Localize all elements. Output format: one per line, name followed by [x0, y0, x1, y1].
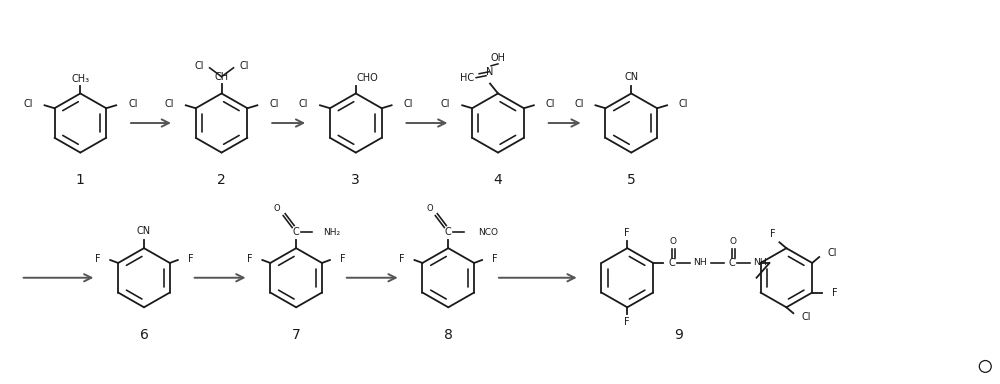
Text: 1: 1 — [76, 173, 85, 187]
Text: O: O — [274, 204, 281, 213]
Text: 6: 6 — [140, 328, 148, 342]
Text: 9: 9 — [675, 328, 683, 342]
Text: HC: HC — [460, 73, 474, 83]
Text: NH: NH — [753, 258, 766, 268]
Text: 8: 8 — [444, 328, 453, 342]
Text: Cl: Cl — [679, 99, 688, 109]
Text: Cl: Cl — [299, 99, 308, 109]
Text: Cl: Cl — [404, 99, 413, 109]
Text: Cl: Cl — [827, 248, 837, 258]
Text: F: F — [624, 317, 630, 327]
Text: NH: NH — [693, 258, 707, 268]
Text: NCO: NCO — [478, 228, 498, 237]
Text: F: F — [95, 254, 100, 264]
Text: O: O — [426, 204, 433, 213]
Text: CH: CH — [214, 72, 229, 82]
Text: 2: 2 — [217, 173, 226, 187]
Text: F: F — [399, 254, 405, 264]
Text: C: C — [728, 258, 735, 268]
Text: CN: CN — [137, 227, 151, 237]
Text: Cl: Cl — [802, 312, 811, 322]
Text: CH₃: CH₃ — [71, 74, 89, 84]
Text: F: F — [770, 229, 775, 239]
Text: 3: 3 — [351, 173, 360, 187]
Text: Cl: Cl — [164, 99, 174, 109]
Text: F: F — [832, 288, 838, 298]
Text: 5: 5 — [627, 173, 636, 187]
Text: Cl: Cl — [269, 99, 279, 109]
Text: Cl: Cl — [128, 99, 138, 109]
Text: NH₂: NH₂ — [323, 228, 340, 237]
Text: Cl: Cl — [239, 61, 249, 71]
Text: F: F — [492, 254, 498, 264]
Text: F: F — [624, 228, 630, 238]
Text: Cl: Cl — [194, 61, 204, 71]
Text: C: C — [293, 227, 300, 237]
Text: O: O — [670, 237, 677, 246]
Text: F: F — [247, 254, 252, 264]
Text: N: N — [486, 67, 494, 77]
Text: C: C — [669, 258, 675, 268]
Text: Cl: Cl — [441, 99, 450, 109]
Text: F: F — [340, 254, 346, 264]
Text: 7: 7 — [292, 328, 301, 342]
Text: Cl: Cl — [23, 99, 33, 109]
Text: Cl: Cl — [546, 99, 555, 109]
Text: O: O — [729, 237, 736, 246]
Text: CN: CN — [624, 72, 638, 82]
Text: F: F — [188, 254, 193, 264]
Text: C: C — [445, 227, 452, 237]
Text: CHO: CHO — [357, 73, 379, 83]
Text: Cl: Cl — [574, 99, 584, 109]
Text: 4: 4 — [494, 173, 502, 187]
Text: OH: OH — [491, 53, 506, 63]
